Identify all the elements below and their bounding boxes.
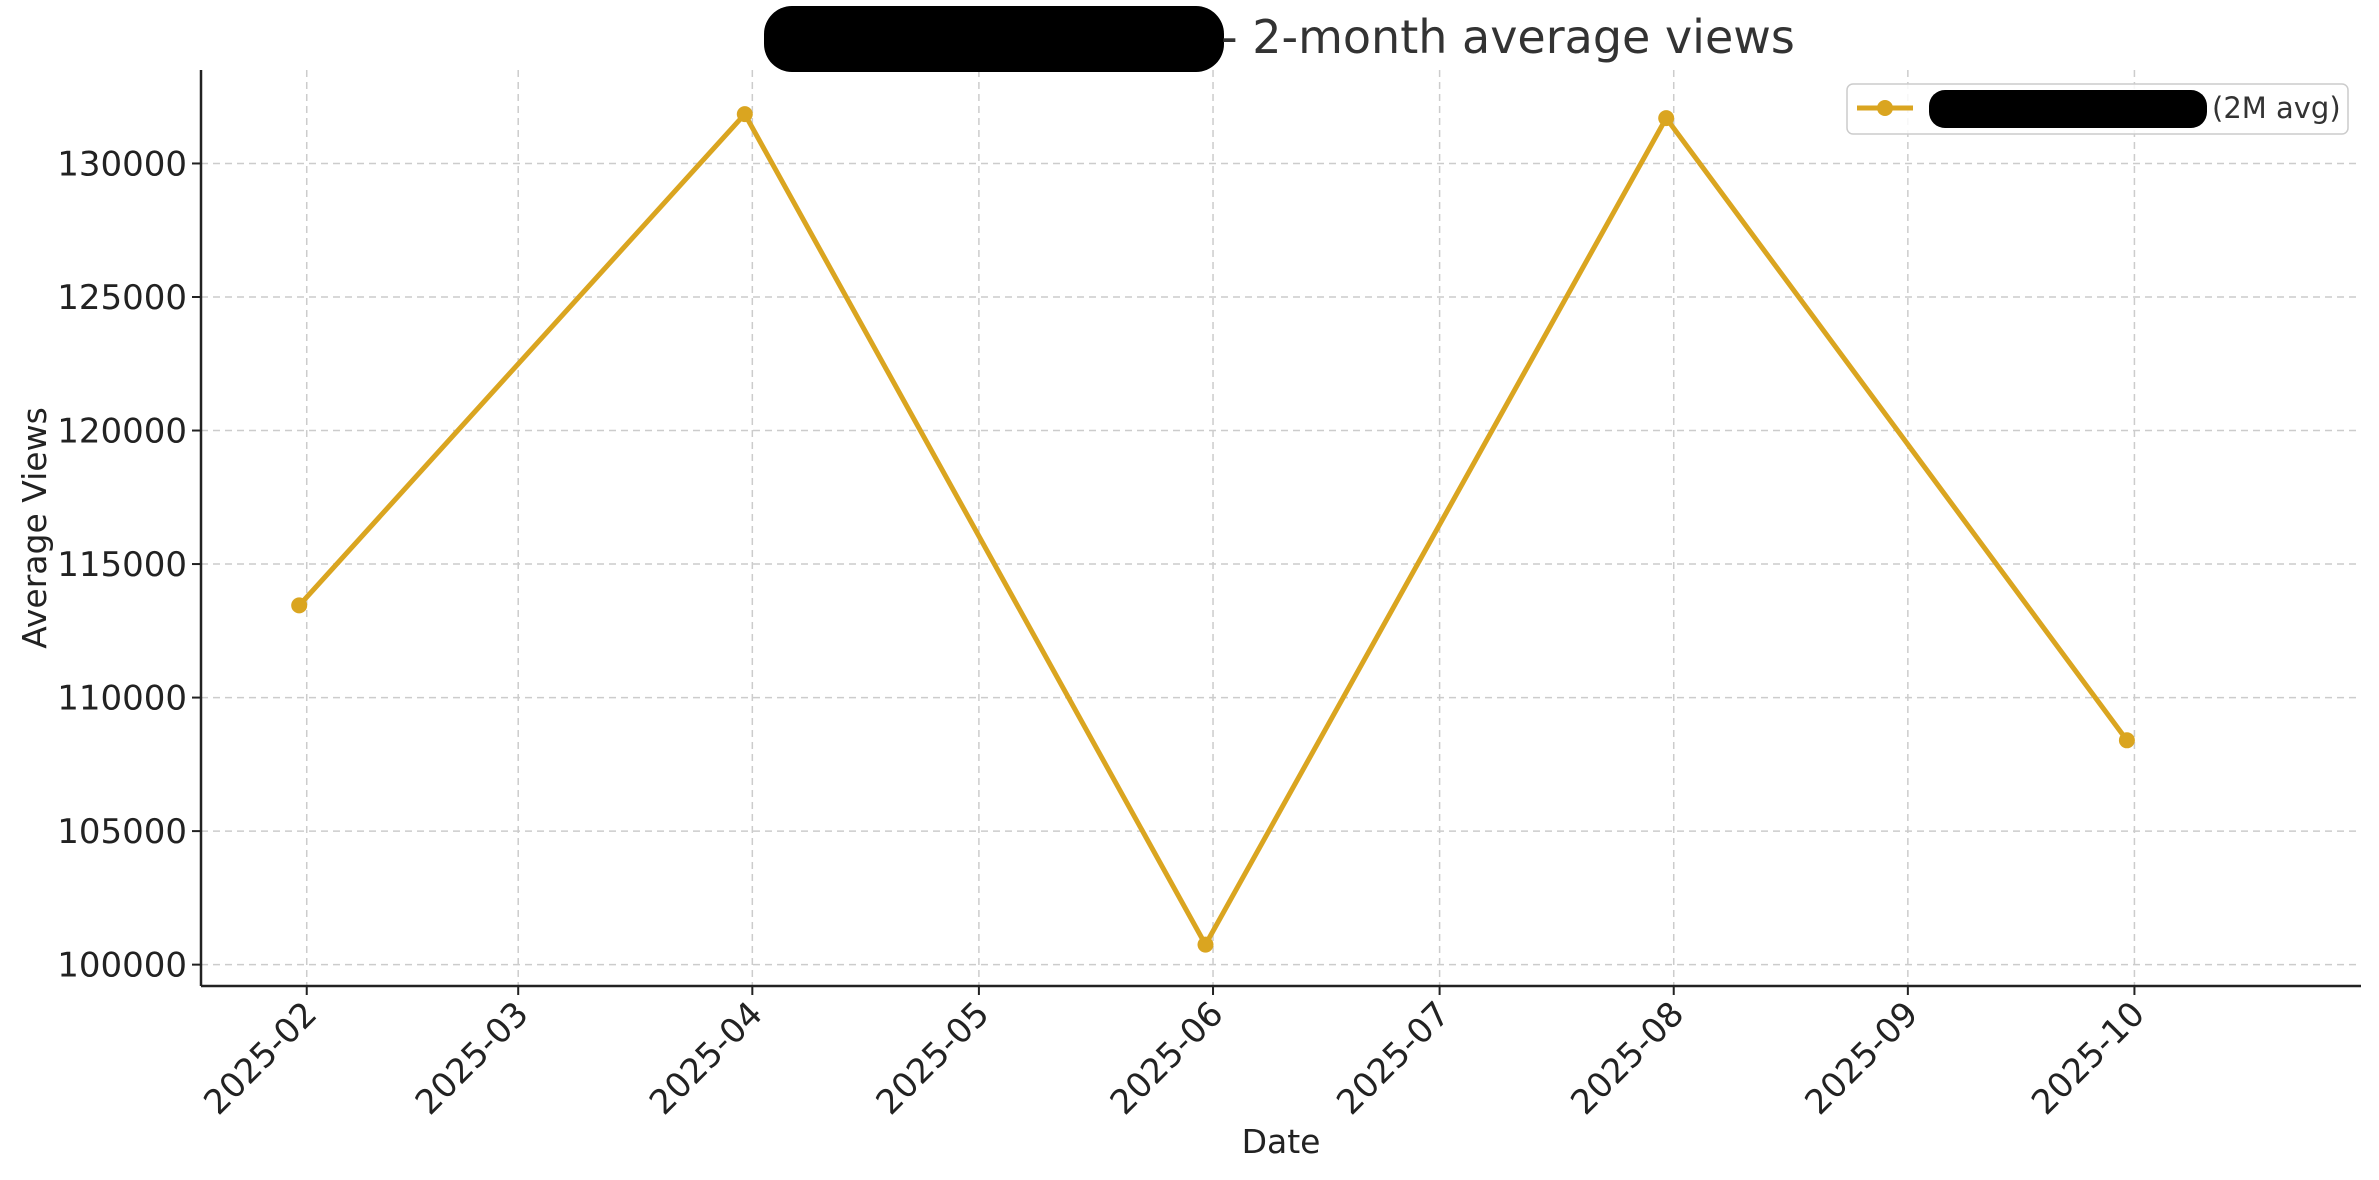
y-tick-label: 130000 xyxy=(57,144,187,184)
legend-marker-swatch xyxy=(1877,100,1893,116)
y-tick-label: 120000 xyxy=(57,412,187,452)
x-tick-label: 2025-03 xyxy=(408,994,537,1123)
legend-label: (2M avg) xyxy=(2212,91,2341,125)
data-point xyxy=(2118,732,2135,749)
y-axis-ticks: 100000 105000 110000 115000 120000 125000 1300… xyxy=(57,144,201,986)
x-tick-label: 2025-06 xyxy=(1103,994,1232,1123)
y-tick-label: 115000 xyxy=(57,545,187,585)
data-point xyxy=(1658,110,1675,127)
title-redaction xyxy=(764,6,1224,72)
title-text: - 2-month average views xyxy=(1221,10,1795,64)
legend: (2M avg) xyxy=(1846,83,2349,135)
x-tick-label: 2025-10 xyxy=(2024,994,2153,1123)
x-tick-label: 2025-04 xyxy=(642,994,771,1123)
x-tick-label: 2025-02 xyxy=(196,994,325,1123)
y-tick-label: 110000 xyxy=(57,679,187,719)
x-tick-label: 2025-08 xyxy=(1563,994,1692,1123)
series-layer xyxy=(291,106,2135,953)
x-axis-label: Date xyxy=(1242,1122,1321,1161)
x-tick-label: 2025-09 xyxy=(1797,994,1926,1123)
data-point xyxy=(736,106,753,123)
x-axis-ticks: 2025-02 2025-03 2025-04 2025-05 2025-06 2025-… xyxy=(196,986,2153,1123)
y-tick-label: 100000 xyxy=(57,946,187,986)
x-tick-label: 2025-07 xyxy=(1329,994,1458,1123)
axes xyxy=(199,70,2361,988)
chart-title: - 2-month average views xyxy=(764,6,1795,72)
y-tick-label: 105000 xyxy=(57,812,187,852)
legend-label-redaction xyxy=(1929,90,2207,128)
y-axis-label: Average Views xyxy=(15,407,54,649)
y-tick-label: 125000 xyxy=(57,278,187,318)
data-point xyxy=(291,597,308,614)
x-tick-label: 2025-05 xyxy=(869,994,998,1123)
grid xyxy=(201,70,2361,986)
data-point xyxy=(1197,936,1214,953)
